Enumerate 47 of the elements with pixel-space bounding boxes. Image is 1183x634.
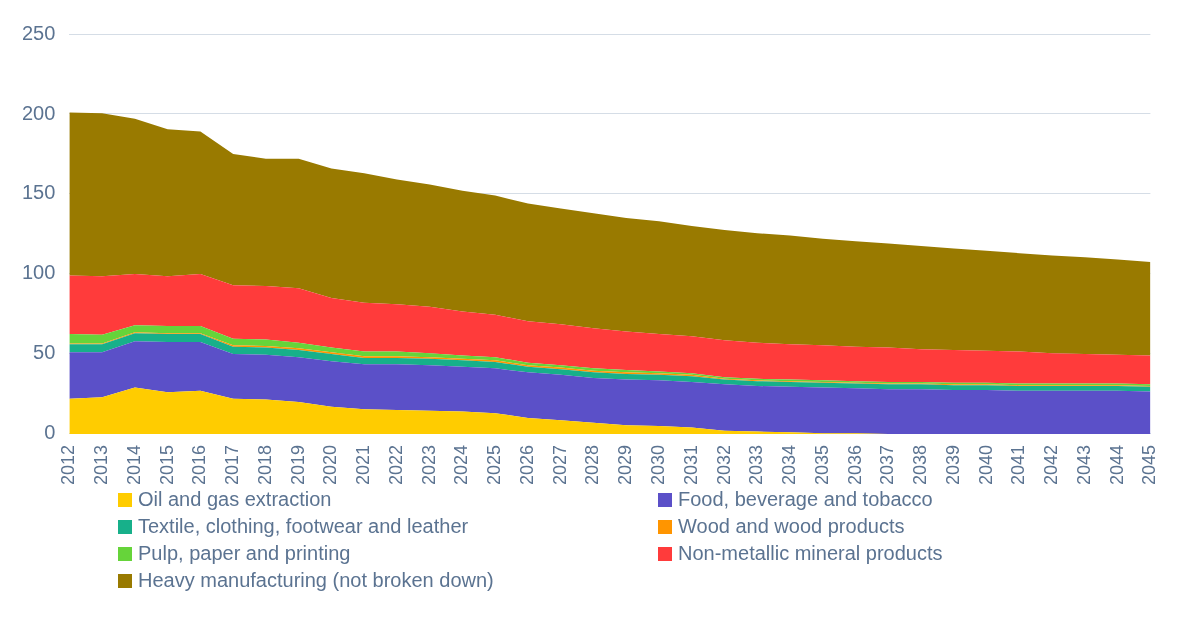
x-tick-label: 2042 <box>1041 444 1062 485</box>
x-tick-label: 2040 <box>975 444 996 485</box>
x-tick-label: 2029 <box>615 444 636 485</box>
x-tick-label: 2036 <box>844 444 865 485</box>
x-tick-label: 2024 <box>451 444 472 485</box>
x-tick-label: 2032 <box>713 444 734 485</box>
x-tick-label: 2013 <box>91 444 112 485</box>
legend-label: Non-metallic mineral products <box>678 542 943 565</box>
x-tick-label: 2033 <box>746 444 767 485</box>
legend-label: Pulp, paper and printing <box>138 542 351 565</box>
legend-label: Heavy manufacturing (not broken down) <box>138 569 494 592</box>
y-tick-label: 100 <box>21 261 56 284</box>
x-tick-label: 2020 <box>320 444 341 485</box>
y-tick-label: 250 <box>21 21 56 44</box>
x-tick-label: 2030 <box>647 444 668 485</box>
x-tick-label: 2023 <box>418 444 439 485</box>
legend-label: Food, beverage and tobacco <box>678 488 933 511</box>
x-tick-label: 2019 <box>287 444 308 485</box>
x-tick-label: 2043 <box>1073 444 1094 485</box>
x-tick-label: 2026 <box>516 444 537 485</box>
y-tick-label: 50 <box>33 341 56 364</box>
x-tick-label: 2038 <box>910 444 931 485</box>
x-tick-label: 2022 <box>385 444 406 485</box>
x-tick-label: 2045 <box>1139 444 1160 485</box>
y-tick-label: 200 <box>21 101 56 124</box>
x-tick-label: 2018 <box>254 444 275 485</box>
x-tick-label: 2039 <box>942 444 963 485</box>
x-tick-label: 2035 <box>811 444 832 485</box>
x-tick-label: 2034 <box>779 444 800 485</box>
x-tick-label: 2025 <box>484 444 505 485</box>
legend-label: Wood and wood products <box>678 515 905 538</box>
x-tick-label: 2014 <box>123 444 144 485</box>
x-tick-label: 2044 <box>1106 444 1127 485</box>
x-tick-label: 2015 <box>156 444 177 485</box>
x-tick-label: 2037 <box>877 444 898 485</box>
x-tick-label: 2027 <box>549 444 570 485</box>
legend-label: Oil and gas extraction <box>138 488 332 511</box>
legend-label: Textile, clothing, footwear and leather <box>138 515 469 538</box>
x-tick-label: 2016 <box>189 444 210 485</box>
x-tick-label: 2028 <box>582 444 603 485</box>
x-tick-label: 2012 <box>58 444 79 485</box>
y-tick-label: 150 <box>21 181 56 204</box>
y-tick-label: 0 <box>44 421 56 444</box>
x-tick-label: 2017 <box>222 444 243 485</box>
x-tick-label: 2021 <box>353 444 374 485</box>
x-tick-label: 2031 <box>680 444 701 485</box>
x-tick-label: 2041 <box>1008 444 1029 485</box>
